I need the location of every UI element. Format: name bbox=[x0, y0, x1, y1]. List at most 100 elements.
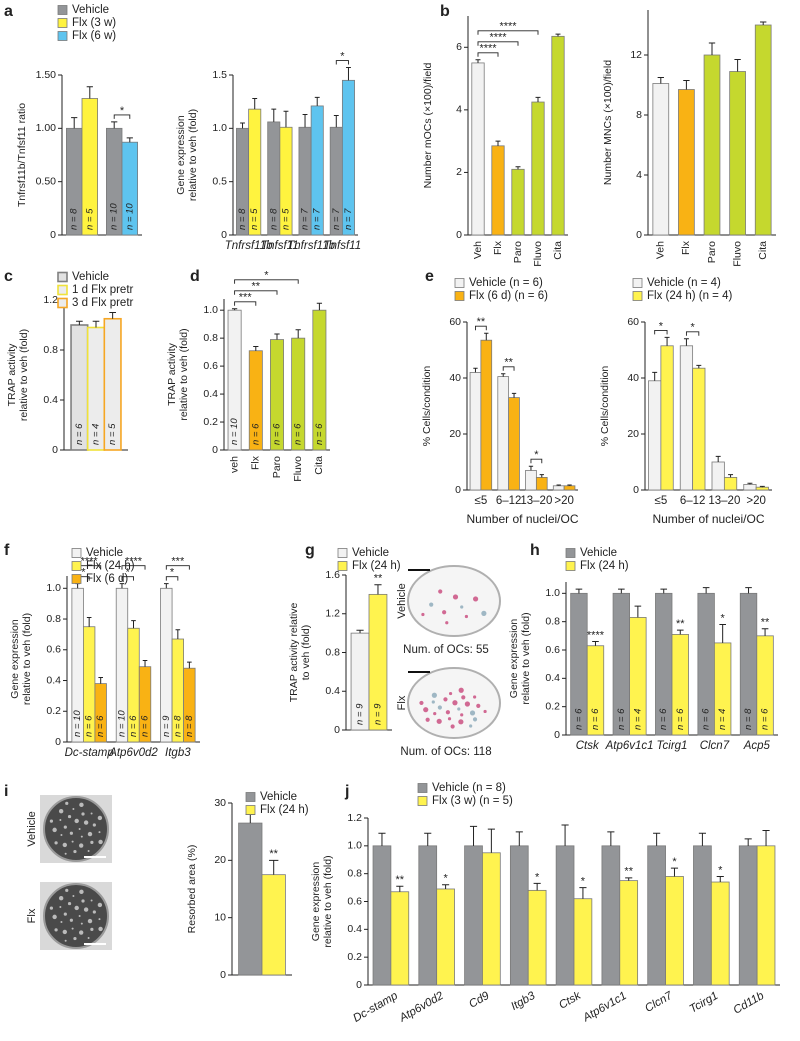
bar bbox=[482, 852, 501, 986]
legend-label: Vehicle bbox=[72, 271, 109, 283]
resorption-pit bbox=[67, 814, 72, 819]
significance-star: * bbox=[535, 871, 540, 883]
cell-stain bbox=[469, 710, 476, 716]
error-bar bbox=[131, 620, 136, 629]
resorption-pit bbox=[81, 812, 85, 816]
significance-star: ** bbox=[761, 617, 770, 629]
significance-star: ** bbox=[396, 874, 405, 886]
image-caption: Num. of OCs: 55 bbox=[403, 644, 489, 656]
significance-label: **** bbox=[479, 43, 497, 55]
error-bar bbox=[71, 117, 78, 129]
resorption-pit bbox=[72, 895, 75, 898]
significance-bracket bbox=[475, 325, 487, 331]
bar bbox=[418, 845, 438, 986]
error-bar bbox=[762, 830, 770, 846]
y-tick-label: 12 bbox=[630, 49, 642, 61]
resorption-pit bbox=[65, 888, 69, 892]
legend-label: Vehicle bbox=[580, 547, 617, 559]
resorption-pit bbox=[90, 927, 94, 931]
x-tick-label: Ctsk bbox=[557, 989, 584, 1012]
n-label: n = 6 bbox=[616, 708, 627, 730]
cell-stain bbox=[431, 700, 435, 704]
error-bar bbox=[579, 887, 587, 899]
bar bbox=[678, 89, 695, 236]
error-bar bbox=[683, 80, 690, 90]
resorption-pit bbox=[87, 936, 90, 939]
error-bar bbox=[187, 661, 192, 669]
x-tick-label: Atp6v0d2 bbox=[108, 747, 158, 759]
error-bar bbox=[759, 485, 765, 488]
resorption-pit bbox=[98, 831, 101, 834]
n-label: n = 7 bbox=[343, 208, 354, 230]
x-tick-label: Tnfrsf11b bbox=[287, 240, 335, 252]
error-bar bbox=[511, 392, 517, 398]
resorption-pit bbox=[97, 902, 103, 908]
bar bbox=[491, 145, 505, 236]
y-tick-label: 0 bbox=[52, 444, 58, 456]
x-tick-label: Cita bbox=[757, 241, 769, 260]
n-label: n = 10 bbox=[124, 203, 135, 230]
significance-star: ** bbox=[374, 573, 383, 585]
y-tick-label: 0.50 bbox=[36, 175, 57, 187]
cell-stain bbox=[452, 594, 459, 600]
significance-bracket bbox=[477, 30, 539, 35]
error-bar bbox=[698, 832, 706, 846]
y-tick-label: 0.6 bbox=[347, 895, 362, 907]
y-tick-label: 6 bbox=[456, 41, 462, 53]
cell-stain bbox=[433, 712, 437, 716]
x-tick-label: Acp5 bbox=[743, 740, 771, 752]
bar bbox=[647, 845, 666, 986]
significance-label: ** bbox=[477, 316, 486, 328]
cell-stain bbox=[419, 700, 424, 706]
x-axis-label: Number of nuclei/OC bbox=[652, 512, 764, 526]
legend-swatch bbox=[71, 561, 82, 571]
bar bbox=[710, 881, 730, 986]
error-bar bbox=[495, 140, 501, 146]
x-tick-label: Tnfsf11 bbox=[324, 240, 362, 252]
y-tick-label: 4 bbox=[456, 104, 462, 116]
cell-stain bbox=[460, 605, 464, 609]
cell-stain bbox=[464, 701, 470, 707]
significance-label: * bbox=[81, 567, 86, 579]
y-axis-label: relative to veh (fold) bbox=[187, 109, 199, 201]
legend-label: Vehicle (n = 4) bbox=[647, 277, 721, 289]
x-tick-label: Flx bbox=[250, 455, 262, 470]
n-label: n = 8 bbox=[184, 715, 195, 737]
error-bar bbox=[109, 312, 116, 319]
resorption-pit bbox=[80, 835, 83, 838]
error-bar bbox=[652, 371, 658, 381]
y-axis-label: relative to veh (fold) bbox=[520, 612, 532, 704]
y-tick-label: 0.8 bbox=[347, 867, 362, 879]
x-tick-label: Flx bbox=[492, 240, 504, 255]
x-tick-label: Cd9 bbox=[467, 990, 492, 1011]
legend-swatch bbox=[565, 548, 576, 558]
error-bar bbox=[708, 42, 716, 55]
legend-label: Flx (3 w) bbox=[72, 17, 116, 29]
resorption-pit bbox=[78, 828, 81, 830]
x-tick-label: Dc-stamp bbox=[65, 747, 115, 759]
error-bar bbox=[634, 605, 642, 618]
bar bbox=[648, 380, 662, 491]
resorption-pit bbox=[78, 843, 84, 848]
error-bar bbox=[473, 367, 478, 373]
error-bar bbox=[271, 108, 277, 122]
error-bar bbox=[142, 660, 148, 667]
x-tick-label: veh bbox=[228, 456, 240, 473]
y-tick-label: 0.2 bbox=[545, 700, 560, 712]
error-bar bbox=[728, 474, 734, 478]
cell-stain bbox=[442, 610, 447, 615]
y-tick-label: 0.2 bbox=[203, 416, 218, 428]
n-label: n = 8 bbox=[172, 715, 183, 737]
cell-stain bbox=[472, 717, 478, 722]
significance-bracket bbox=[477, 52, 499, 57]
y-tick-label: 0.6 bbox=[545, 644, 560, 656]
bar bbox=[372, 845, 392, 986]
error-bar bbox=[670, 867, 679, 877]
y-tick-label: 1.0 bbox=[545, 587, 560, 599]
significance-star: * bbox=[672, 856, 677, 868]
cell-stain bbox=[431, 692, 437, 698]
y-tick-label: 1.0 bbox=[347, 840, 362, 852]
error-bar bbox=[396, 885, 404, 892]
cell-stain bbox=[448, 691, 453, 696]
significance-label: * bbox=[534, 449, 539, 461]
